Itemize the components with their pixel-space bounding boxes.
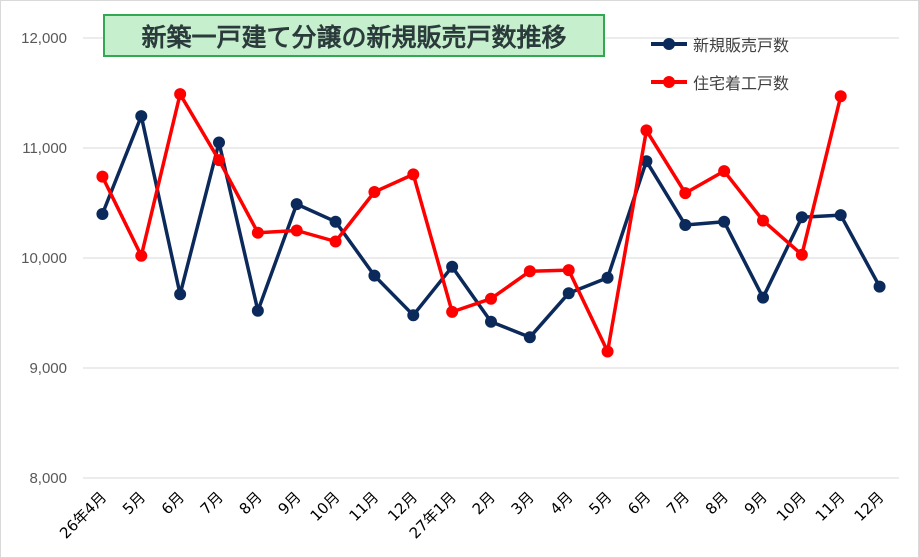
data-point bbox=[213, 154, 225, 167]
data-point bbox=[329, 235, 342, 248]
series-line bbox=[100, 92, 843, 354]
data-point bbox=[834, 209, 847, 222]
data-point bbox=[135, 249, 148, 262]
data-point bbox=[174, 288, 187, 301]
data-point bbox=[407, 168, 420, 181]
legend-item-starts: 住宅着工戸数 bbox=[651, 63, 789, 101]
y-tick-label: 9,000 bbox=[29, 360, 67, 377]
data-point bbox=[329, 215, 342, 228]
data-point bbox=[873, 280, 886, 293]
x-tick-label: 11月 bbox=[345, 488, 382, 525]
data-point bbox=[96, 208, 109, 220]
x-tick-label: 8月 bbox=[236, 488, 266, 518]
y-axis-ticks: 8,000 9,000 10,000 11,000 12,000 bbox=[21, 30, 67, 487]
data-point bbox=[96, 170, 109, 183]
data-point bbox=[640, 124, 653, 137]
data-point bbox=[368, 186, 381, 198]
x-tick-label: 6月 bbox=[158, 488, 188, 518]
data-point bbox=[485, 315, 497, 328]
legend-marker-sales bbox=[651, 36, 687, 52]
data-point bbox=[795, 211, 808, 224]
data-point bbox=[679, 219, 692, 231]
x-tick-label: 7月 bbox=[197, 488, 227, 518]
series-layer bbox=[96, 88, 886, 358]
x-tick-label: 12月 bbox=[851, 488, 888, 525]
data-point bbox=[601, 345, 614, 358]
data-point bbox=[485, 292, 497, 305]
y-tick-label: 10,000 bbox=[21, 250, 67, 267]
x-tick-label: 2月 bbox=[469, 488, 499, 518]
data-point bbox=[757, 291, 769, 304]
x-tick-label: 5月 bbox=[585, 488, 615, 518]
data-point bbox=[718, 215, 731, 228]
x-tick-label: 7月 bbox=[663, 488, 693, 518]
x-tick-label: 8月 bbox=[702, 488, 732, 518]
x-tick-label: 11月 bbox=[812, 488, 849, 525]
y-tick-label: 8,000 bbox=[29, 470, 67, 487]
data-point bbox=[562, 264, 575, 277]
series-1 bbox=[96, 110, 886, 344]
legend-item-sales: 新規販売戸数 bbox=[651, 25, 789, 63]
data-point bbox=[523, 331, 536, 344]
data-point bbox=[757, 214, 769, 227]
x-tick-label: 10月 bbox=[307, 488, 344, 525]
legend-label-starts: 住宅着工戸数 bbox=[693, 74, 790, 93]
y-tick-label: 12,000 bbox=[21, 30, 67, 47]
data-point bbox=[135, 110, 148, 123]
data-point bbox=[446, 260, 459, 273]
x-tick-label: 10月 bbox=[773, 488, 810, 525]
legend-label-sales: 新規販売戸数 bbox=[693, 36, 790, 55]
gridlines bbox=[83, 37, 899, 479]
x-tick-label: 9月 bbox=[741, 488, 771, 518]
data-point bbox=[679, 187, 692, 200]
data-point bbox=[368, 269, 381, 282]
data-point bbox=[407, 309, 420, 322]
data-point bbox=[290, 224, 303, 237]
series-2 bbox=[96, 88, 847, 358]
data-point bbox=[174, 88, 187, 101]
data-point bbox=[251, 304, 264, 317]
data-point bbox=[718, 165, 731, 178]
data-point bbox=[523, 265, 536, 278]
data-point bbox=[213, 136, 225, 149]
data-point bbox=[601, 271, 614, 284]
legend: 新規販売戸数 住宅着工戸数 bbox=[651, 25, 789, 101]
y-tick-label: 11,000 bbox=[22, 140, 67, 157]
data-point bbox=[834, 90, 847, 103]
chart-title: 新築一戸建て分譲の新規販売戸数推移 bbox=[141, 22, 567, 52]
x-tick-label: 26年4月 bbox=[56, 488, 110, 542]
data-point bbox=[795, 248, 808, 261]
data-point bbox=[290, 198, 303, 211]
data-point bbox=[251, 226, 264, 239]
chart-title-box: 新築一戸建て分譲の新規販売戸数推移 bbox=[103, 14, 605, 57]
legend-marker-starts bbox=[651, 74, 687, 90]
x-tick-label: 9月 bbox=[274, 488, 304, 518]
x-tick-label: 4月 bbox=[546, 488, 576, 518]
x-tick-label: 6月 bbox=[624, 488, 654, 518]
x-tick-label: 3月 bbox=[508, 488, 538, 518]
data-point bbox=[562, 287, 575, 300]
x-tick-label: 5月 bbox=[119, 488, 149, 518]
data-point bbox=[446, 305, 459, 318]
